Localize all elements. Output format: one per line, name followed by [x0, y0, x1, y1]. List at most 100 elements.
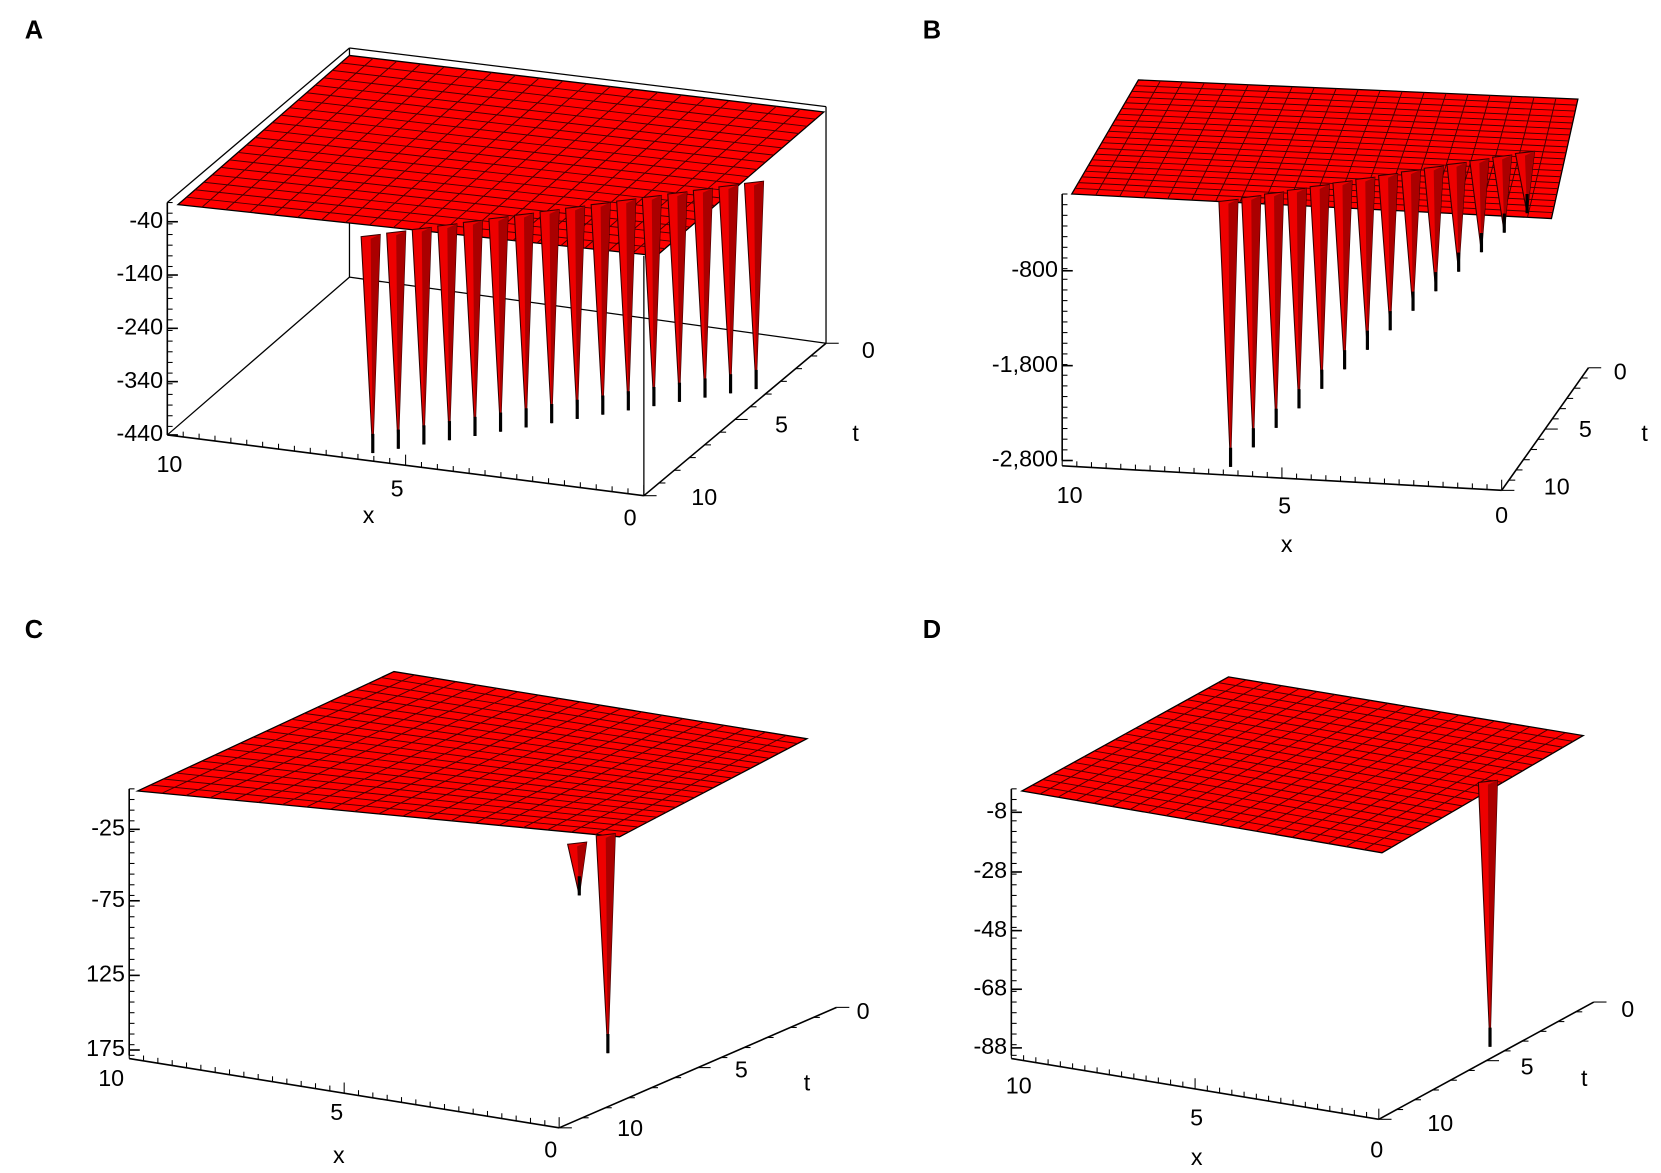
x-axis-label: x	[1281, 531, 1293, 557]
spike-shade	[1433, 166, 1444, 292]
t-axis-label: t	[1581, 1065, 1588, 1091]
surface-grid	[1111, 125, 1568, 148]
surface-grid	[332, 69, 808, 127]
spike-shade	[702, 188, 713, 398]
spike-shade	[1342, 180, 1353, 370]
surface-grid	[381, 677, 798, 745]
t-tick-label: 5	[1579, 416, 1592, 442]
t-tick-label: 5	[775, 412, 788, 438]
surface-grid	[498, 721, 704, 826]
z-tick-label: -800	[1011, 256, 1058, 282]
surface-grid	[355, 689, 779, 754]
z-tick-label: 175	[86, 1035, 125, 1061]
surface-grid	[1291, 720, 1495, 838]
surface-grid	[450, 714, 663, 822]
x-tick-label: 10	[1006, 1072, 1032, 1098]
surface-grid	[1526, 98, 1557, 218]
t-tick-label: 5	[735, 1056, 748, 1082]
z-tick-label: -8	[986, 797, 1007, 823]
panel-label: D	[923, 616, 941, 644]
t-tick-label: 5	[1521, 1053, 1534, 1079]
surface-grid	[1131, 90, 1576, 112]
spike-shade	[754, 181, 764, 390]
surface-grid	[1309, 723, 1513, 841]
z-tick-label: -28	[973, 857, 1007, 883]
surface-grid	[1118, 113, 1570, 136]
panel-label: C	[25, 616, 43, 644]
x-tick-label: 10	[98, 1065, 124, 1091]
z-tick-label: -75	[91, 886, 125, 912]
spike-shade	[1388, 173, 1398, 331]
surface-grid	[584, 103, 754, 249]
x-axis-label: x	[363, 502, 375, 528]
surface-grid	[1135, 727, 1493, 789]
t-axis-label: t	[804, 1069, 811, 1095]
z-tick-label: -2,800	[992, 446, 1058, 472]
z-tick-label: -25	[91, 814, 125, 840]
spike-shade	[1456, 162, 1467, 272]
surface-grid	[316, 706, 751, 769]
surface-grid	[368, 683, 789, 750]
surface-grid	[1176, 704, 1533, 766]
spike-shade	[651, 195, 662, 407]
spike-shade	[523, 213, 534, 428]
x-tick-label: 0	[1495, 502, 1508, 528]
panels: A-40-140-240-340-4401050x0510tB-800-1,80…	[25, 17, 1649, 1170]
surface-grid	[291, 718, 733, 779]
surface-grid	[536, 97, 706, 244]
t-axis-label: t	[852, 420, 859, 446]
surface-grid	[329, 700, 761, 764]
surface-grid	[280, 114, 758, 170]
box-edge	[166, 276, 350, 436]
surface-grid	[426, 711, 642, 819]
spike-shade	[1319, 184, 1330, 389]
spike-shade	[549, 209, 560, 424]
x-tick-label: 0	[1370, 1136, 1383, 1162]
surface-grid	[340, 62, 816, 120]
surface-grid	[1156, 716, 1513, 778]
x-tick-label: 0	[624, 504, 637, 530]
box-edge	[349, 47, 827, 108]
surface-grid	[278, 724, 723, 784]
z-tick-label: -340	[116, 367, 163, 393]
x-tick-label: 5	[1278, 493, 1291, 519]
surface-grid	[560, 100, 730, 246]
surface-grid	[474, 718, 684, 824]
surface-grid	[297, 99, 774, 156]
surface-grid	[1345, 729, 1548, 848]
t-tick-label: 10	[617, 1115, 643, 1141]
surface-grid	[342, 694, 770, 759]
spike-shade	[447, 223, 457, 441]
t-tick-label: 0	[857, 998, 870, 1024]
x-tick-label: 0	[544, 1136, 557, 1162]
z-tick-label: -1,800	[992, 351, 1058, 377]
spike-shade	[421, 227, 432, 445]
spike-shade	[370, 234, 381, 454]
spike-shade	[1296, 188, 1307, 409]
panel-label: B	[923, 17, 941, 45]
surface-grid	[1108, 130, 1567, 154]
t-tick-label: 10	[1544, 473, 1570, 499]
spike-shade	[498, 216, 508, 432]
spike-shade	[728, 184, 738, 394]
x-axis-label: x	[333, 1142, 345, 1168]
x-tick-label: 10	[1057, 482, 1083, 508]
t-axis-label: t	[1641, 420, 1648, 446]
surface-grid	[440, 86, 611, 234]
surface-grid	[1327, 726, 1531, 844]
surface-grid	[304, 712, 742, 774]
surface-grid	[1105, 136, 1565, 160]
surface-grid	[289, 107, 766, 163]
z-tick-label: -48	[973, 916, 1007, 942]
surface-grid	[464, 88, 635, 236]
x-tick-label: 5	[330, 1099, 343, 1125]
z-tick-label: -240	[116, 313, 163, 339]
surface-grid	[1121, 107, 1572, 130]
spike-shade	[677, 191, 687, 402]
spike-shade	[1228, 199, 1238, 467]
spike-shade	[472, 220, 483, 436]
surface-grid	[1135, 85, 1577, 106]
surface-grid	[547, 728, 746, 831]
z-tick-label: -68	[973, 974, 1007, 1000]
